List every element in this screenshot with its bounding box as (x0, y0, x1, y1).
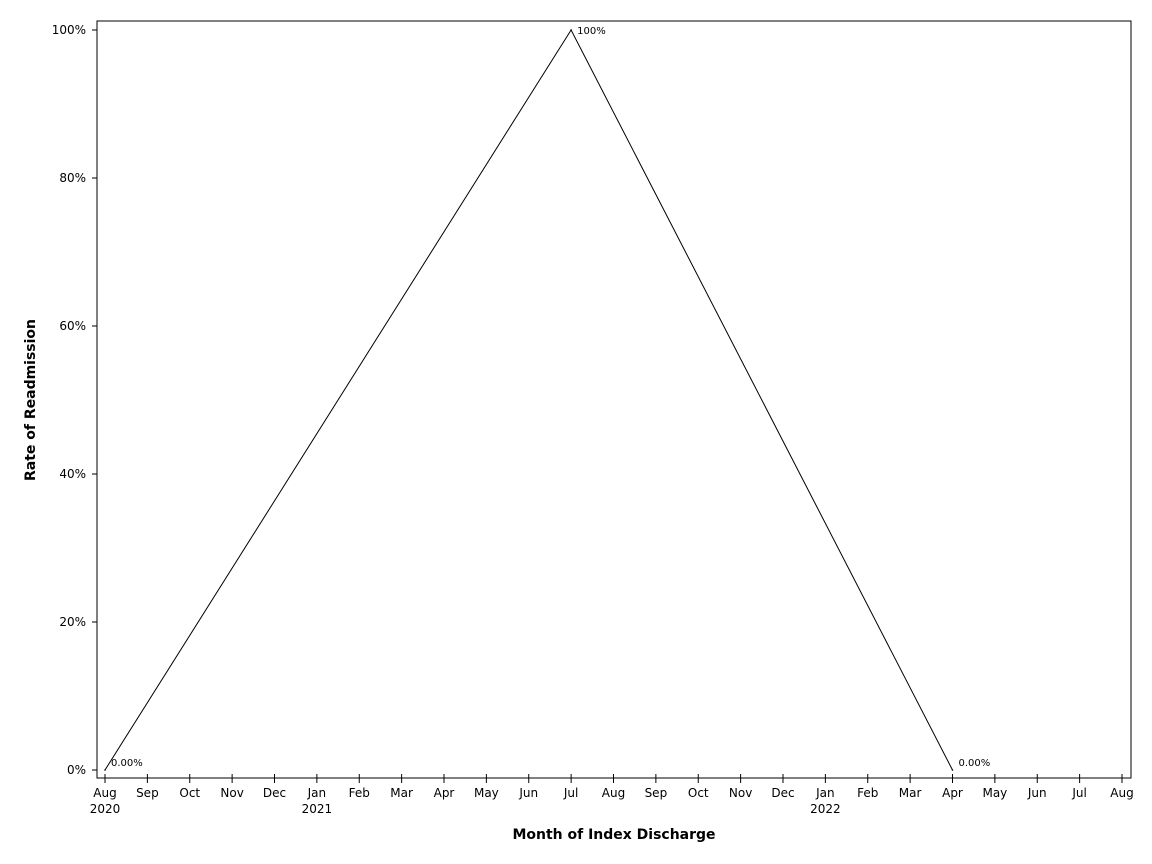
x-tick-label: Mar (390, 786, 413, 800)
x-tick-label: Nov (220, 786, 243, 800)
x-tick-label: Oct (688, 786, 709, 800)
x-tick-label: Jul (1071, 786, 1086, 800)
plot-frame (96, 20, 1132, 779)
x-tick-label: Aug (93, 786, 116, 800)
y-tick-label: 80% (59, 171, 86, 185)
x-tick-label: Dec (263, 786, 286, 800)
x-tick-label: Jun (518, 786, 538, 800)
x-tick-label: Nov (729, 786, 752, 800)
x-tick-label: Sep (136, 786, 159, 800)
x-tick-label: Apr (942, 786, 963, 800)
series-layer: 0.00% 100% 0.00% (104, 26, 990, 771)
x-tick-label: May (474, 786, 499, 800)
x-year-label: 2021 (302, 802, 333, 816)
y-axis: 0% 20% 40% 60% 80% 100% (52, 23, 97, 777)
x-tick-label: Jan (815, 786, 835, 800)
x-tick-label: Aug (1110, 786, 1133, 800)
data-point (104, 769, 106, 771)
x-tick-label: Aug (602, 786, 625, 800)
y-axis-title: Rate of Readmission (23, 319, 39, 481)
y-tick-label: 0% (67, 763, 86, 777)
data-label: 0.00% (959, 758, 991, 769)
x-tick-label: Feb (857, 786, 878, 800)
y-tick-label: 60% (59, 319, 86, 333)
series-line (104, 28, 953, 771)
x-tick-label: Jul (563, 786, 578, 800)
data-point (570, 29, 572, 31)
data-point (951, 769, 954, 771)
x-year-label: 2022 (810, 802, 841, 816)
x-tick-label: Dec (771, 786, 794, 800)
x-tick-label: Sep (645, 786, 668, 800)
y-tick-label: 40% (59, 467, 86, 481)
y-tick-label: 20% (59, 615, 86, 629)
x-tick-label: Jan (307, 786, 327, 800)
x-tick-label: May (982, 786, 1007, 800)
data-label: 100% (577, 26, 606, 37)
x-tick-label: Oct (179, 786, 200, 800)
x-year-label: 2020 (90, 802, 121, 816)
x-tick-label: Apr (434, 786, 455, 800)
x-tick-label: Mar (899, 786, 922, 800)
x-axis: Aug 2020 Sep Oct Nov Dec Jan 2021 Feb Mar Apr May Ju… (90, 774, 1134, 816)
x-tick-label: Jun (1027, 786, 1047, 800)
data-label: 0.00% (111, 758, 143, 769)
x-axis-title: Month of Index Discharge (512, 827, 715, 843)
x-tick-label: Feb (349, 786, 370, 800)
y-tick-label: 100% (52, 23, 86, 37)
